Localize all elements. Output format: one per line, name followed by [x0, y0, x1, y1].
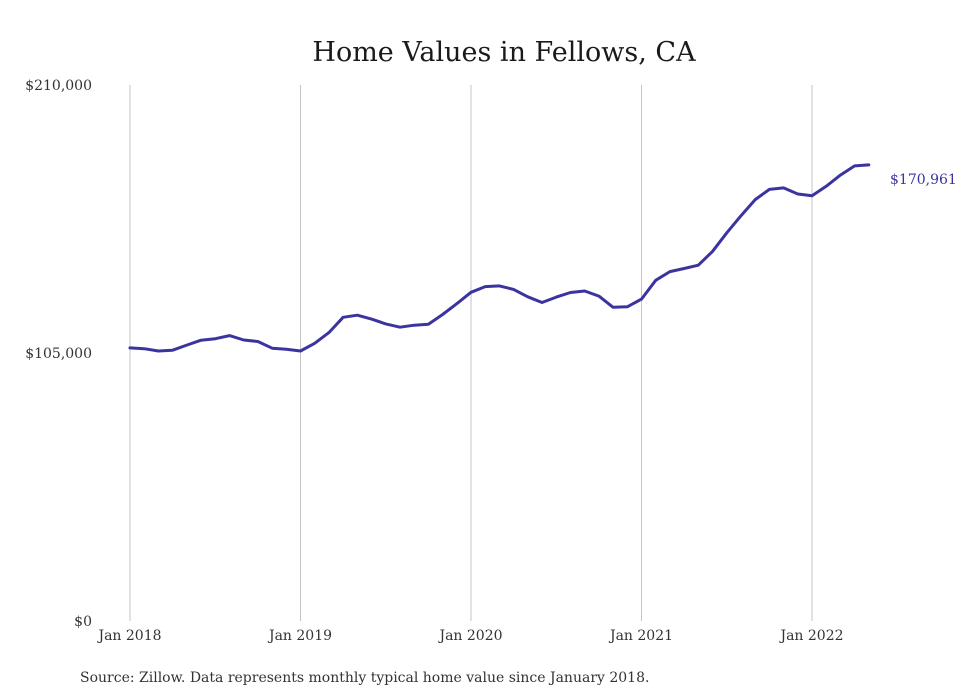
- vertical-gridlines: [129, 85, 813, 621]
- x-tick-label: Jan 2020: [437, 628, 502, 644]
- x-tick-label: Jan 2018: [96, 628, 161, 644]
- chart-title: Home Values in Fellows, CA: [312, 37, 696, 68]
- y-axis-ticks: $0 $105,000 $210,000: [25, 78, 92, 630]
- source-note: Source: Zillow. Data represents monthly …: [80, 670, 649, 686]
- x-tick-label: Jan 2019: [267, 628, 332, 644]
- y-tick-label: $0: [74, 614, 92, 630]
- x-tick-label: Jan 2022: [778, 628, 843, 644]
- x-axis-ticks: Jan 2018 Jan 2019 Jan 2020 Jan 2021 Jan 2022: [96, 628, 843, 644]
- y-tick-label: $210,000: [25, 78, 92, 94]
- latest-value-label: $170,961: [890, 172, 957, 188]
- y-tick-label: $105,000: [25, 346, 92, 362]
- home-value-line: [128, 163, 871, 353]
- x-tick-label: Jan 2021: [608, 628, 673, 644]
